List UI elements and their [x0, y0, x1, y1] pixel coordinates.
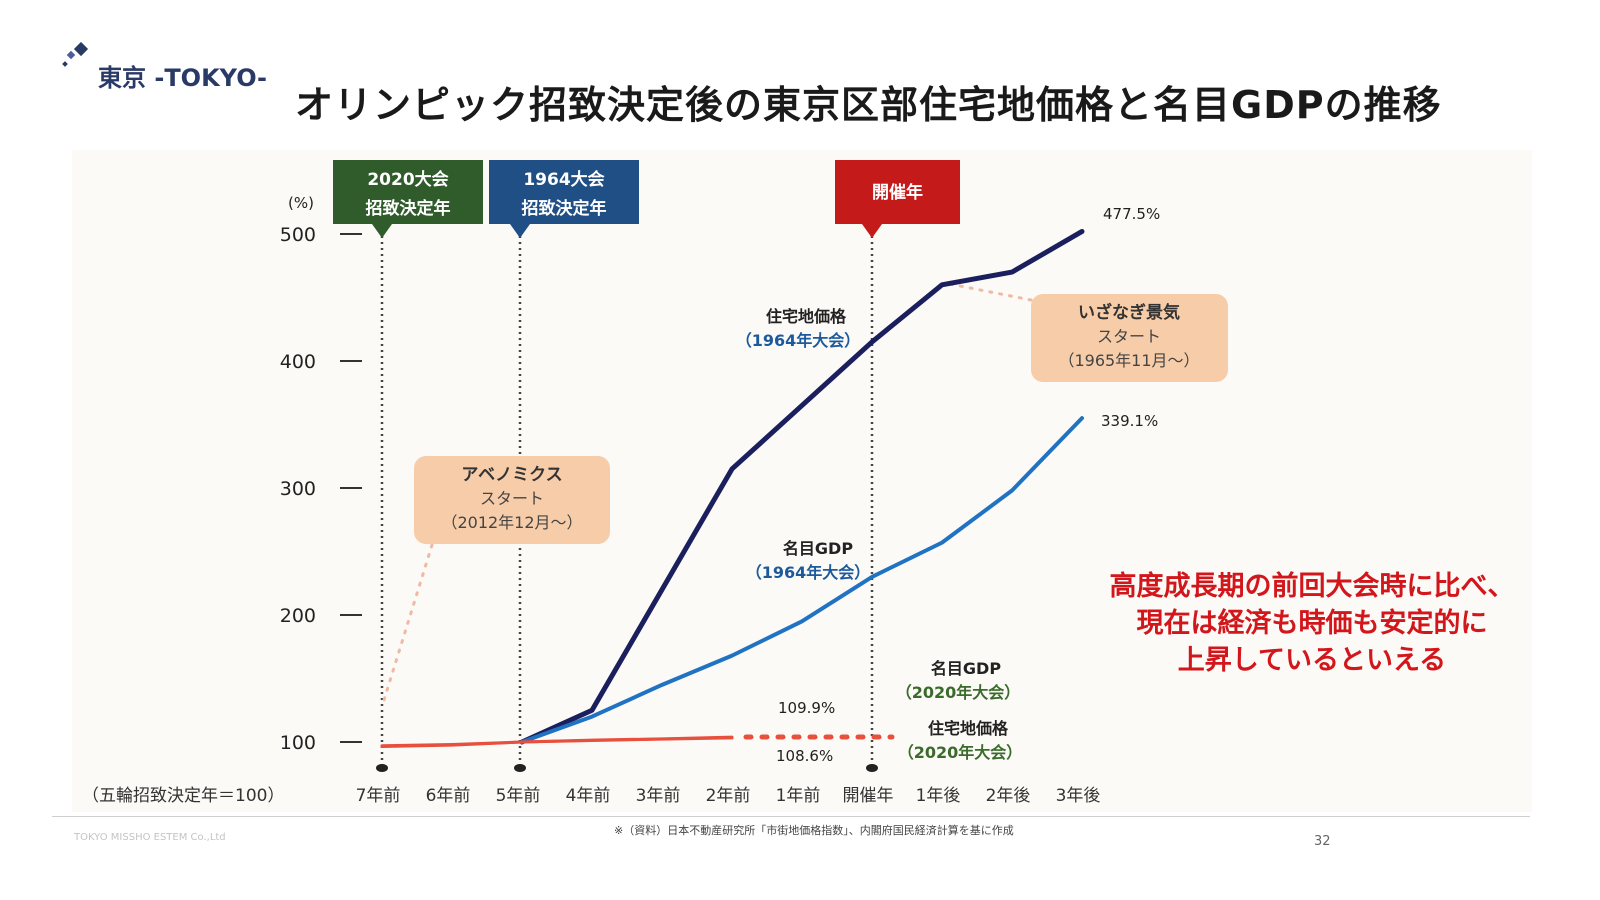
event-axis-dot-1: [514, 764, 526, 772]
event-axis-dot-2: [866, 764, 878, 772]
x-tick-label-0: 7年前: [356, 786, 401, 806]
series-gdp-1964-point-7: [1010, 489, 1014, 493]
y-tick-label-100: 100: [280, 732, 316, 754]
series-land-1964-point-2: [660, 588, 664, 592]
event-box-pointer-0: [372, 224, 392, 238]
slide-title: オリンピック招致決定後の東京区部住宅地価格と名目GDPの推移: [295, 83, 1442, 127]
base-year-note: （五輪招致決定年＝100）: [82, 786, 284, 806]
page-number: 32: [1314, 834, 1331, 849]
annotation-title-1: いざなぎ景気: [1078, 302, 1180, 323]
x-tick-label-6: 1年前: [776, 786, 821, 806]
annotation-box-1: [1031, 294, 1228, 382]
annotation-line2-0: スタート: [480, 489, 544, 508]
event-box-label-0-line2: 招致決定年: [366, 198, 451, 219]
event-box-label-2: 開催年: [872, 182, 923, 203]
series-land-1964-point-4: [800, 403, 804, 407]
label-land-2020-name: 住宅地価格: [928, 719, 1009, 738]
logo-text: 東京 -TOKYO-: [98, 64, 268, 92]
annotation-connector-1: [948, 282, 1033, 302]
label-land-1964-name: 住宅地価格: [766, 307, 847, 326]
conclusion-line-1: 高度成長期の前回大会時に比べ、: [1109, 571, 1515, 602]
series-gdp-1964-point-6: [940, 541, 944, 545]
event-axis-dot-0: [376, 764, 388, 772]
series-land-1964-point-8: [1080, 229, 1084, 233]
footer-source-note: ※（資料）日本不動産研究所「市街地価格指数」、内閣府国民経済計算を基に作成: [614, 824, 1014, 837]
annotation-title-0: アベノミクス: [461, 465, 562, 485]
diamond-logo-icon: [62, 42, 89, 67]
series-land-1964-point-3: [730, 467, 734, 471]
event-box-0: [333, 160, 483, 224]
footer-company: TOKYO MISSHO ESTEM Co.,Ltd: [74, 832, 226, 843]
y-tick-label-500: 500: [280, 224, 316, 246]
series-land-2020-line: [380, 736, 734, 748]
label-gdp-1964-name: 名目GDP: [783, 539, 853, 558]
conclusion-text: 高度成長期の前回大会時に比べ、 現在は経済も時価も安定的に 上昇しているといえる: [1092, 568, 1532, 679]
x-tick-label-9: 2年後: [986, 786, 1031, 806]
label-gdp-2020-end: 109.9%: [778, 699, 835, 717]
x-tick-label-7: 開催年: [843, 786, 894, 806]
annotation-line2-1: スタート: [1097, 327, 1161, 346]
x-tick-label-3: 4年前: [566, 786, 611, 806]
conclusion-line-2: 現在は経済も時価も安定的に: [1136, 608, 1488, 639]
conclusion-line-3: 上昇しているといえる: [1177, 645, 1447, 676]
label-land-2020-end: 108.6%: [776, 747, 833, 765]
event-box-1: [489, 160, 639, 224]
label-gdp-1964-end: 339.1%: [1101, 412, 1158, 430]
annotation-box-0: [414, 456, 610, 544]
event-box-label-1-line2: 招致決定年: [522, 198, 607, 219]
event-box-2: [835, 160, 960, 224]
x-tick-label-8: 1年後: [916, 786, 961, 806]
event-box-pointer-1: [510, 224, 530, 238]
label-land-1964-end: 477.5%: [1103, 205, 1160, 223]
series-land-1964-point-7: [1010, 270, 1014, 274]
annotation-connector-0: [382, 543, 434, 702]
event-box-pointer-2: [862, 224, 882, 238]
series-land-1964-point-5: [870, 340, 874, 344]
label-gdp-2020-name: 名目GDP: [931, 659, 1001, 678]
event-box-label-0-line1: 2020大会: [367, 169, 448, 190]
label-gdp-2020-sub: （2020年大会）: [896, 683, 1021, 702]
series-land-1964-point-1: [590, 708, 594, 712]
series-land-1964-point-6: [940, 283, 944, 287]
x-tick-label-10: 3年後: [1056, 786, 1101, 806]
series-gdp-1964-point-1: [590, 715, 594, 719]
footer-divider: [52, 816, 1530, 817]
series-gdp-1964-point-2: [660, 683, 664, 687]
annotation-line3-0: （2012年12月〜）: [441, 513, 582, 532]
label-gdp-1964-sub: （1964年大会）: [746, 563, 871, 582]
series-gdp-1964-point-4: [800, 619, 804, 623]
series-gdp-1964-point-5: [870, 575, 874, 579]
event-box-label-1-line1: 1964大会: [523, 169, 604, 190]
y-tick-label-200: 200: [280, 605, 316, 627]
logo: 東京 -TOKYO-: [62, 42, 292, 92]
x-tick-label-2: 5年前: [496, 786, 541, 806]
x-tick-label-1: 6年前: [426, 786, 471, 806]
label-land-2020-sub: （2020年大会）: [898, 743, 1023, 762]
y-tick-label-400: 400: [280, 351, 316, 373]
y-tick-label-300: 300: [280, 478, 316, 500]
series-gdp-1964-point-8: [1080, 416, 1084, 420]
x-tick-label-4: 3年前: [636, 786, 681, 806]
label-land-1964-sub: （1964年大会）: [736, 331, 861, 350]
y-axis-unit-label: (%): [288, 194, 314, 212]
chart-background: [72, 150, 1532, 812]
x-tick-label-5: 2年前: [706, 786, 751, 806]
series-gdp-1964-point-3: [730, 654, 734, 658]
annotation-line3-1: （1965年11月〜）: [1058, 351, 1199, 370]
